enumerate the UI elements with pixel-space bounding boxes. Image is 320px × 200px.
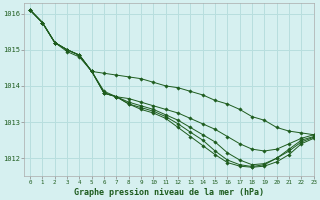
- X-axis label: Graphe pression niveau de la mer (hPa): Graphe pression niveau de la mer (hPa): [74, 188, 264, 197]
